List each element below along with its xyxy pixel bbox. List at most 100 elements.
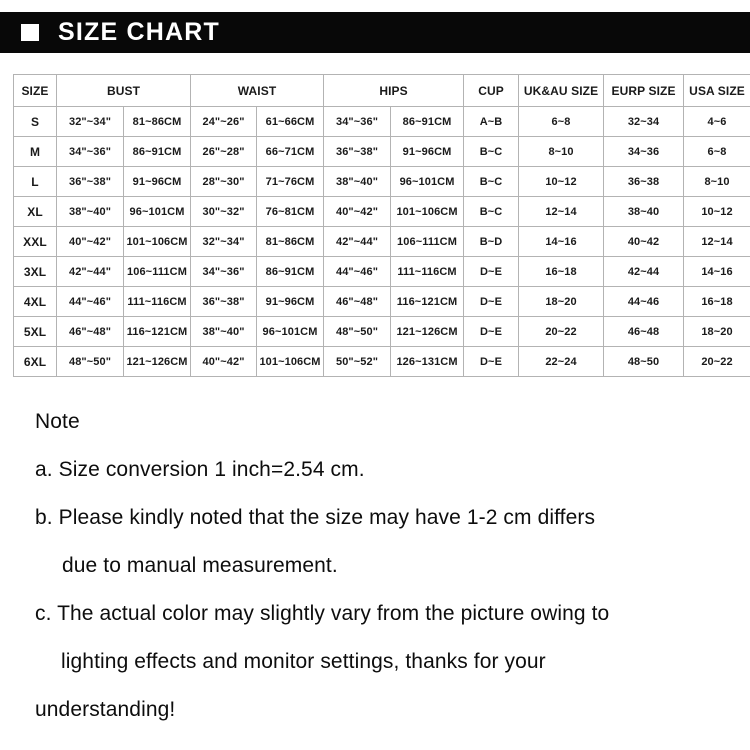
cell-hips-in: 34"~36" bbox=[323, 106, 392, 137]
cell-eurp: 42~44 bbox=[603, 256, 685, 287]
cell-hips-in: 46"~48" bbox=[323, 286, 392, 317]
page-header-banner: SIZE CHART bbox=[0, 12, 750, 53]
cell-hips-cm: 96~101CM bbox=[390, 166, 465, 197]
cell-usa: 18~20 bbox=[683, 316, 750, 347]
cell-waist-cm: 81~86CM bbox=[256, 226, 325, 257]
cell-hips-in: 50"~52" bbox=[323, 346, 392, 377]
column-header-usa: USA SIZE bbox=[683, 74, 750, 107]
cell-eurp: 34~36 bbox=[603, 136, 685, 167]
note-item-b-cont: due to manual measurement. bbox=[62, 554, 338, 577]
cell-waist-cm: 86~91CM bbox=[256, 256, 325, 287]
cell-waist-in: 32"~34" bbox=[190, 226, 258, 257]
table-row: 3XL 42"~44" 106~111CM 34"~36" 86~91CM 44… bbox=[13, 256, 750, 287]
cell-hips-cm: 111~116CM bbox=[390, 256, 465, 287]
note-item-c: c. The actual color may slightly vary fr… bbox=[35, 602, 610, 625]
cell-uk-au: 16~18 bbox=[518, 256, 605, 287]
cell-size: M bbox=[13, 136, 57, 167]
page-title: SIZE CHART bbox=[58, 18, 220, 46]
table-row: 5XL 46"~48" 116~121CM 38"~40" 96~101CM 4… bbox=[13, 316, 750, 347]
cell-cup: B~C bbox=[463, 136, 520, 167]
cell-uk-au: 18~20 bbox=[518, 286, 605, 317]
cell-usa: 10~12 bbox=[683, 196, 750, 227]
cell-hips-cm: 126~131CM bbox=[390, 346, 465, 377]
cell-bust-in: 44"~46" bbox=[56, 286, 124, 317]
cell-bust-in: 38"~40" bbox=[56, 196, 124, 227]
cell-hips-cm: 121~126CM bbox=[390, 316, 465, 347]
cell-eurp: 38~40 bbox=[603, 196, 685, 227]
notes-heading: Note bbox=[35, 410, 80, 433]
cell-hips-in: 42"~44" bbox=[323, 226, 392, 257]
note-item-b: b. Please kindly noted that the size may… bbox=[35, 506, 596, 529]
column-header-cup: CUP bbox=[463, 74, 520, 107]
cell-waist-cm: 66~71CM bbox=[256, 136, 325, 167]
column-header-size: SIZE bbox=[13, 74, 57, 107]
cell-uk-au: 12~14 bbox=[518, 196, 605, 227]
cell-cup: B~C bbox=[463, 196, 520, 227]
cell-usa: 20~22 bbox=[683, 346, 750, 377]
note-item-a: a. Size conversion 1 inch=2.54 cm. bbox=[35, 458, 365, 481]
cell-hips-in: 44"~46" bbox=[323, 256, 392, 287]
cell-hips-in: 40"~42" bbox=[323, 196, 392, 227]
cell-bust-in: 32"~34" bbox=[56, 106, 124, 137]
cell-cup: B~D bbox=[463, 226, 520, 257]
cell-waist-cm: 76~81CM bbox=[256, 196, 325, 227]
size-table-container: SIZE BUST WAIST HIPS CUP UK&AU SIZE EURP… bbox=[13, 74, 750, 377]
cell-bust-cm: 96~101CM bbox=[122, 196, 192, 227]
cell-uk-au: 6~8 bbox=[518, 106, 605, 137]
cell-waist-cm: 91~96CM bbox=[256, 286, 325, 317]
cell-bust-cm: 106~111CM bbox=[122, 256, 192, 287]
cell-bust-cm: 86~91CM bbox=[122, 136, 192, 167]
cell-hips-in: 38"~40" bbox=[323, 166, 392, 197]
cell-hips-cm: 106~111CM bbox=[390, 226, 465, 257]
cell-size: S bbox=[13, 106, 57, 137]
table-row: XXL 40"~42" 101~106CM 32"~34" 81~86CM 42… bbox=[13, 226, 750, 257]
cell-bust-in: 40"~42" bbox=[56, 226, 124, 257]
cell-waist-cm: 71~76CM bbox=[256, 166, 325, 197]
column-header-hips: HIPS bbox=[323, 74, 465, 107]
cell-waist-in: 30"~32" bbox=[190, 196, 258, 227]
cell-bust-cm: 121~126CM bbox=[122, 346, 192, 377]
cell-waist-cm: 96~101CM bbox=[256, 316, 325, 347]
cell-bust-cm: 111~116CM bbox=[122, 286, 192, 317]
table-row: S 32"~34" 81~86CM 24"~26" 61~66CM 34"~36… bbox=[13, 106, 750, 137]
table-header-row: SIZE BUST WAIST HIPS CUP UK&AU SIZE EURP… bbox=[13, 74, 750, 107]
cell-bust-cm: 91~96CM bbox=[122, 166, 192, 197]
cell-bust-cm: 101~106CM bbox=[122, 226, 192, 257]
cell-usa: 14~16 bbox=[683, 256, 750, 287]
table-row: L 36"~38" 91~96CM 28"~30" 71~76CM 38"~40… bbox=[13, 166, 750, 197]
note-item-c-cont-2: understanding! bbox=[35, 698, 176, 721]
cell-eurp: 40~42 bbox=[603, 226, 685, 257]
table-row: M 34"~36" 86~91CM 26"~28" 66~71CM 36"~38… bbox=[13, 136, 750, 167]
cell-usa: 16~18 bbox=[683, 286, 750, 317]
cell-bust-cm: 81~86CM bbox=[122, 106, 192, 137]
square-bullet-icon bbox=[21, 24, 39, 41]
table-row: 6XL 48"~50" 121~126CM 40"~42" 101~106CM … bbox=[13, 346, 750, 377]
cell-cup: D~E bbox=[463, 256, 520, 287]
cell-cup: D~E bbox=[463, 316, 520, 347]
cell-bust-in: 48"~50" bbox=[56, 346, 124, 377]
cell-hips-cm: 86~91CM bbox=[390, 106, 465, 137]
cell-size: XXL bbox=[13, 226, 57, 257]
column-header-bust: BUST bbox=[55, 74, 192, 107]
cell-cup: B~C bbox=[463, 166, 520, 197]
column-header-uk-au: UK&AU SIZE bbox=[518, 74, 605, 107]
cell-uk-au: 8~10 bbox=[518, 136, 605, 167]
cell-usa: 6~8 bbox=[683, 136, 750, 167]
cell-cup: D~E bbox=[463, 346, 520, 377]
cell-bust-in: 46"~48" bbox=[56, 316, 124, 347]
column-header-eurp: EURP SIZE bbox=[603, 74, 685, 107]
table-row: XL 38"~40" 96~101CM 30"~32" 76~81CM 40"~… bbox=[13, 196, 750, 227]
cell-hips-cm: 101~106CM bbox=[390, 196, 465, 227]
column-header-waist: WAIST bbox=[190, 74, 325, 107]
cell-uk-au: 20~22 bbox=[518, 316, 605, 347]
cell-size: XL bbox=[13, 196, 57, 227]
cell-uk-au: 10~12 bbox=[518, 166, 605, 197]
cell-size: 4XL bbox=[13, 286, 57, 317]
cell-size: 5XL bbox=[13, 316, 57, 347]
cell-eurp: 32~34 bbox=[603, 106, 685, 137]
cell-waist-in: 34"~36" bbox=[190, 256, 258, 287]
cell-hips-in: 48"~50" bbox=[323, 316, 392, 347]
cell-uk-au: 14~16 bbox=[518, 226, 605, 257]
cell-waist-cm: 61~66CM bbox=[256, 106, 325, 137]
